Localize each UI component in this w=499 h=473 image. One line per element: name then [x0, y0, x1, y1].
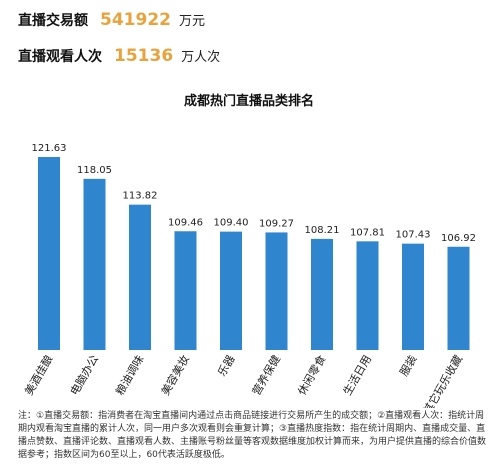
bar	[311, 238, 333, 350]
bar	[38, 157, 60, 350]
category-label: 服装	[397, 353, 419, 379]
category-label: 生活日用	[340, 353, 374, 398]
bars-group: 121.63 美酒佳酿 118.05 电脑办公 113.82 粮油调味 109.46 美容美妆…	[21, 143, 476, 408]
bar	[83, 178, 106, 350]
data-label: 109.27	[259, 218, 294, 229]
data-label: 108.21	[305, 225, 340, 236]
chart-title: 成都热门直播品类排名	[184, 93, 314, 109]
bar	[402, 243, 424, 350]
bar	[356, 241, 379, 350]
data-label: 107.81	[350, 227, 385, 238]
footnote: 注：①直播交易额：指消费者在淘宝直播间内通过点击商品链接进行交易所产生的成交额；…	[18, 411, 487, 460]
bar	[447, 246, 470, 350]
bar	[220, 231, 242, 350]
stat-label: 直播观看人次	[18, 49, 102, 65]
bar-chart: 成都热门直播品类排名 121.63 美酒佳酿 118.05 电脑办公 113.82 粮油调…	[21, 93, 476, 408]
stat-unit: 万元	[178, 14, 205, 29]
stat-value: 15136	[114, 46, 174, 66]
bar	[174, 231, 197, 350]
data-label: 109.40	[214, 218, 249, 229]
stat-value: 541922	[100, 10, 171, 30]
bar	[265, 232, 288, 350]
category-label: 美容美妆	[158, 353, 192, 398]
category-label: 电脑办公	[68, 353, 101, 398]
category-label: 营养保健	[249, 353, 283, 398]
category-label: 其它玩乐收藏	[420, 353, 465, 409]
data-label: 107.43	[396, 230, 431, 241]
category-label: 乐器	[215, 353, 237, 379]
category-label: 美酒佳酿	[21, 353, 55, 398]
data-label: 121.63	[32, 143, 67, 154]
category-label: 休闲零食	[294, 353, 328, 398]
stat-row-transaction: 直播交易额 541922 万元	[18, 10, 205, 36]
stat-row-views: 直播观看人次 15136 万人次	[18, 46, 220, 72]
stat-unit: 万人次	[181, 50, 221, 65]
data-label: 113.82	[123, 191, 158, 202]
bar	[129, 204, 151, 350]
data-label: 118.05	[77, 165, 112, 176]
category-label: 粮油调味	[112, 353, 146, 398]
stat-label: 直播交易额	[18, 13, 88, 29]
data-label: 106.92	[441, 233, 476, 244]
data-label: 109.46	[168, 217, 203, 228]
